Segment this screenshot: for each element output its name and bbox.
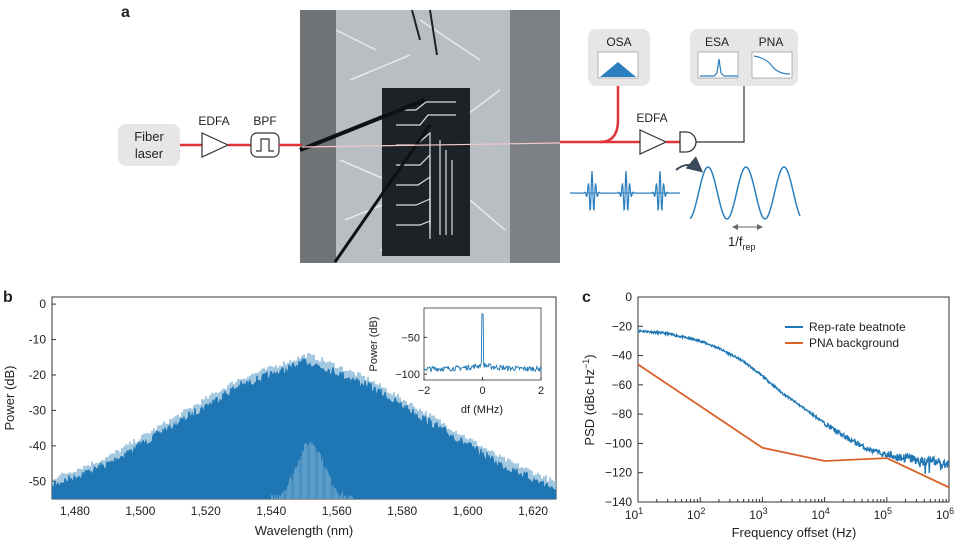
- pna-decay-icon: [753, 55, 791, 75]
- x-tick-label: 1,520: [191, 504, 221, 518]
- bandpass-icon: [256, 138, 274, 152]
- y-tick-label: -30: [29, 403, 47, 417]
- conversion-arrow-icon: [675, 156, 704, 173]
- x-tick-label: 101: [625, 506, 643, 522]
- x-tick-label: 102: [687, 506, 705, 522]
- inset-beatnote-line: [423, 313, 542, 374]
- pedestal-lines: [271, 440, 353, 499]
- amplifier-icon: [639, 129, 668, 155]
- edfa-1-label: EDFA: [198, 114, 229, 128]
- y-tick-label: -10: [29, 333, 47, 347]
- chart-c-ylabel: PSD (dBc Hz−1): [581, 354, 597, 445]
- chart-b-xlabel: Wavelength (nm): [255, 523, 354, 538]
- x-tick-label: 106: [936, 506, 954, 522]
- x-tick-label: 104: [811, 506, 829, 522]
- x-tick-label: 105: [874, 506, 892, 522]
- inset-xlabel: df (MHz): [461, 404, 503, 416]
- comb-lines: [52, 353, 556, 499]
- series-pna-background: [638, 363, 949, 489]
- bpf-label: BPF: [253, 114, 276, 128]
- fiber-laser-box: Fiber laser: [118, 124, 180, 166]
- spectrum-icon: [600, 62, 636, 77]
- x-tick-label: 1,600: [453, 504, 483, 518]
- y-tick-label: −40: [612, 349, 633, 363]
- x-tick-label: 1,560: [322, 504, 352, 518]
- y-tick-label: -40: [29, 439, 47, 453]
- edfa-2-label: EDFA: [636, 111, 667, 125]
- y-tick-label: −60: [612, 378, 633, 392]
- inset-y-tick-label: −50: [401, 332, 420, 344]
- inset-y-tick-label: −100: [395, 369, 420, 381]
- y-tick-label: -20: [29, 368, 47, 382]
- panel-label-c: c: [582, 289, 591, 306]
- panel-label-b: b: [3, 289, 13, 306]
- y-tick-label: −20: [612, 319, 633, 333]
- y-tick-label: −80: [612, 407, 633, 421]
- x-tick-label: 103: [749, 506, 767, 522]
- x-tick-label: 1,480: [60, 504, 90, 518]
- electrical-cable: [696, 86, 745, 143]
- fiber-tap-to-osa: [599, 84, 620, 144]
- rf-sine-wave: [689, 166, 801, 220]
- x-tick-label: 1,580: [387, 504, 417, 518]
- pna-label: PNA: [759, 35, 784, 49]
- chart-b-ylabel: Power (dB): [2, 365, 17, 430]
- photodetector-icon: [679, 131, 697, 153]
- legend-label-beatnote: Rep-rate beatnote: [809, 320, 906, 334]
- chart-b-inset: −2 0 2 −50 −100 df (MHz) Power (dB): [368, 307, 544, 416]
- y-tick-label: -50: [29, 474, 47, 488]
- fiber-laser-label-1: Fiber: [134, 129, 164, 144]
- inset-ylabel: Power (dB): [368, 316, 380, 371]
- edfa-2: EDFA: [636, 111, 668, 155]
- period-label: 1/frep: [728, 234, 755, 252]
- y-tick-label: −140: [605, 495, 632, 509]
- y-tick-label: −100: [605, 436, 632, 450]
- pulse-train: [569, 170, 681, 212]
- inset-x-tick-label: 0: [479, 385, 485, 397]
- inset-x-tick-label: 2: [538, 385, 544, 397]
- legend-label-pna: PNA background: [809, 336, 899, 350]
- esa-pna-box: ESA PNA: [690, 29, 798, 86]
- y-tick-label: 0: [39, 297, 46, 311]
- bpf-filter: BPF: [250, 114, 280, 158]
- esa-peak-icon: [700, 58, 738, 77]
- chart-b: 1,480 1,500 1,520 1,540 1,560 1,580 1,600 1,620…: [2, 296, 557, 538]
- chart-c-legend: Rep-rate beatnote PNA background: [785, 320, 906, 350]
- panel-label-a: a: [121, 4, 130, 21]
- x-tick-label: 1,500: [125, 504, 155, 518]
- edfa-1: EDFA: [198, 114, 230, 158]
- y-tick-label: −120: [605, 466, 632, 480]
- osa-box: OSA: [588, 29, 650, 86]
- esa-label: ESA: [705, 35, 729, 49]
- fiber-laser-label-2: laser: [135, 146, 164, 161]
- chart-c: 101 102 103 104 105 106 0 −20 −40 −60 −80 −100 −120 −…: [581, 290, 954, 540]
- osa-label: OSA: [606, 35, 631, 49]
- chart-c-xlabel: Frequency offset (Hz): [732, 525, 857, 540]
- x-tick-label: 1,620: [518, 504, 548, 518]
- inset-x-tick-label: −2: [418, 385, 431, 397]
- y-tick-label: 0: [625, 290, 632, 304]
- chip-photo: [299, 9, 561, 263]
- series-rep-rate-beatnote: [638, 328, 949, 474]
- amplifier-icon: [201, 132, 230, 158]
- x-tick-label: 1,540: [256, 504, 286, 518]
